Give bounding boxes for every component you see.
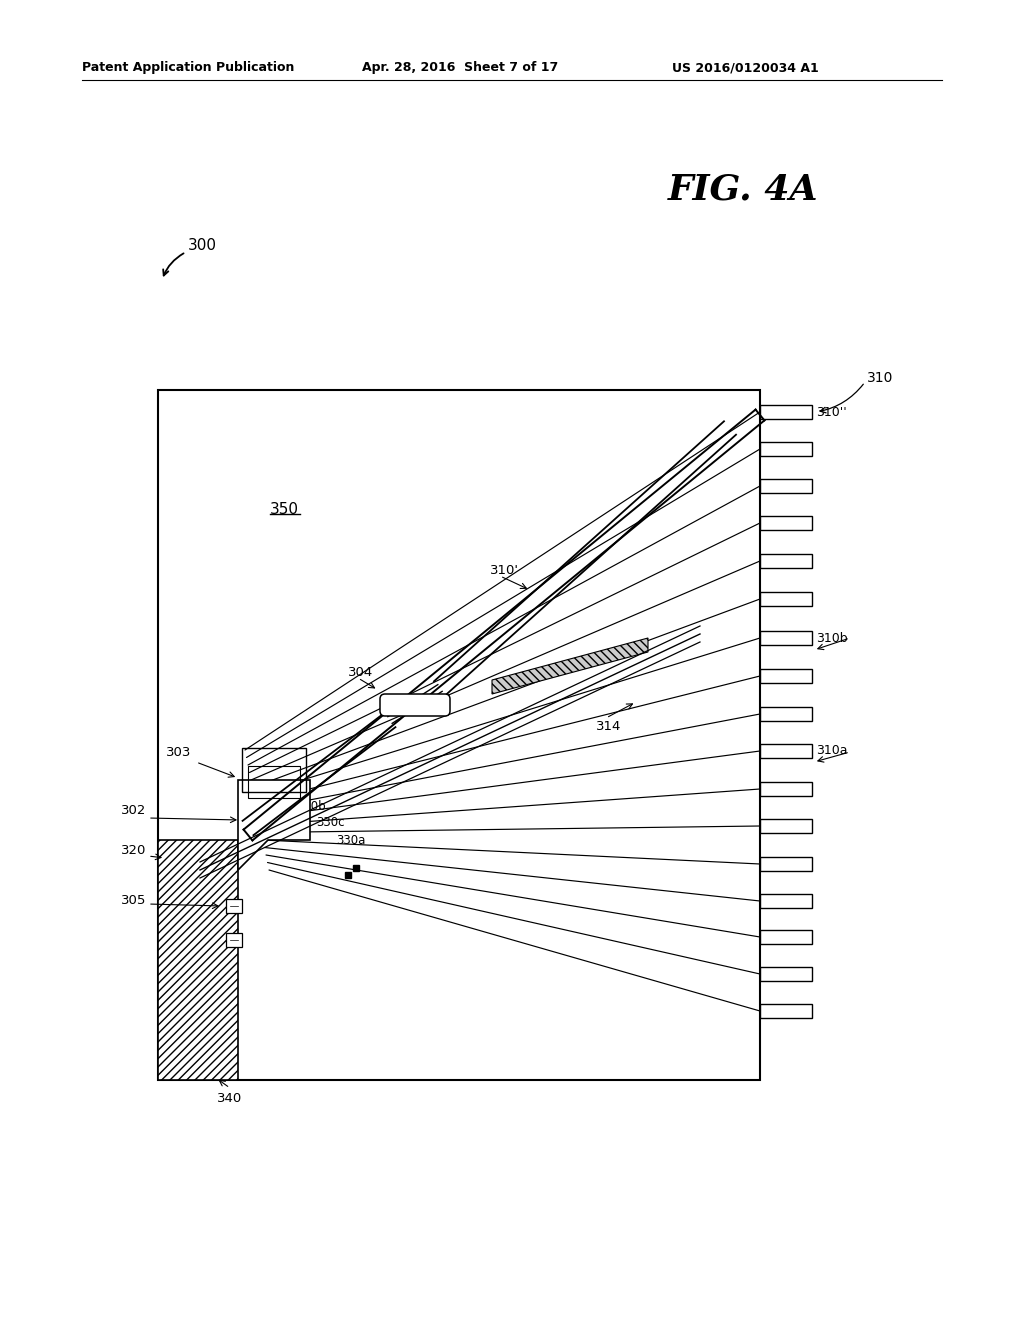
Text: 303: 303: [166, 746, 191, 759]
Bar: [760, 818, 812, 833]
Text: Apr. 28, 2016  Sheet 7 of 17: Apr. 28, 2016 Sheet 7 of 17: [362, 62, 558, 74]
Bar: [760, 781, 812, 796]
Bar: [760, 442, 812, 455]
Bar: [760, 405, 812, 418]
Bar: [760, 669, 812, 682]
Text: 305: 305: [121, 894, 146, 907]
Bar: [226, 899, 242, 913]
Text: 310b: 310b: [816, 631, 848, 644]
Bar: [760, 479, 812, 492]
Text: US 2016/0120034 A1: US 2016/0120034 A1: [672, 62, 819, 74]
Bar: [760, 857, 812, 871]
Bar: [760, 931, 812, 944]
Text: 310': 310': [490, 564, 519, 577]
Bar: [248, 766, 300, 799]
Bar: [760, 894, 812, 908]
Text: 330a: 330a: [336, 833, 366, 846]
Text: 310'': 310'': [816, 405, 847, 418]
Bar: [760, 591, 812, 606]
Text: FIG. 4A: FIG. 4A: [668, 173, 818, 207]
Text: 330b: 330b: [296, 800, 326, 813]
Text: 320: 320: [121, 843, 146, 857]
Polygon shape: [238, 780, 310, 870]
Bar: [226, 933, 242, 946]
Text: 350: 350: [270, 503, 299, 517]
Text: Patent Application Publication: Patent Application Publication: [82, 62, 294, 74]
Text: 310a: 310a: [816, 744, 848, 758]
Bar: [158, 389, 760, 1080]
Bar: [158, 840, 238, 1080]
Text: 310: 310: [867, 371, 893, 385]
Bar: [760, 631, 812, 645]
Bar: [760, 708, 812, 721]
FancyBboxPatch shape: [380, 694, 450, 715]
Text: 300: 300: [188, 238, 217, 252]
Bar: [760, 554, 812, 568]
Text: 302: 302: [121, 804, 146, 817]
Bar: [760, 1005, 812, 1018]
Text: 330c: 330c: [316, 817, 344, 829]
Text: 304: 304: [348, 665, 374, 678]
Polygon shape: [492, 638, 648, 694]
Bar: [760, 968, 812, 981]
Text: 340: 340: [217, 1092, 243, 1105]
Text: 314: 314: [596, 719, 622, 733]
Bar: [242, 748, 306, 792]
Bar: [760, 516, 812, 531]
Bar: [760, 744, 812, 758]
